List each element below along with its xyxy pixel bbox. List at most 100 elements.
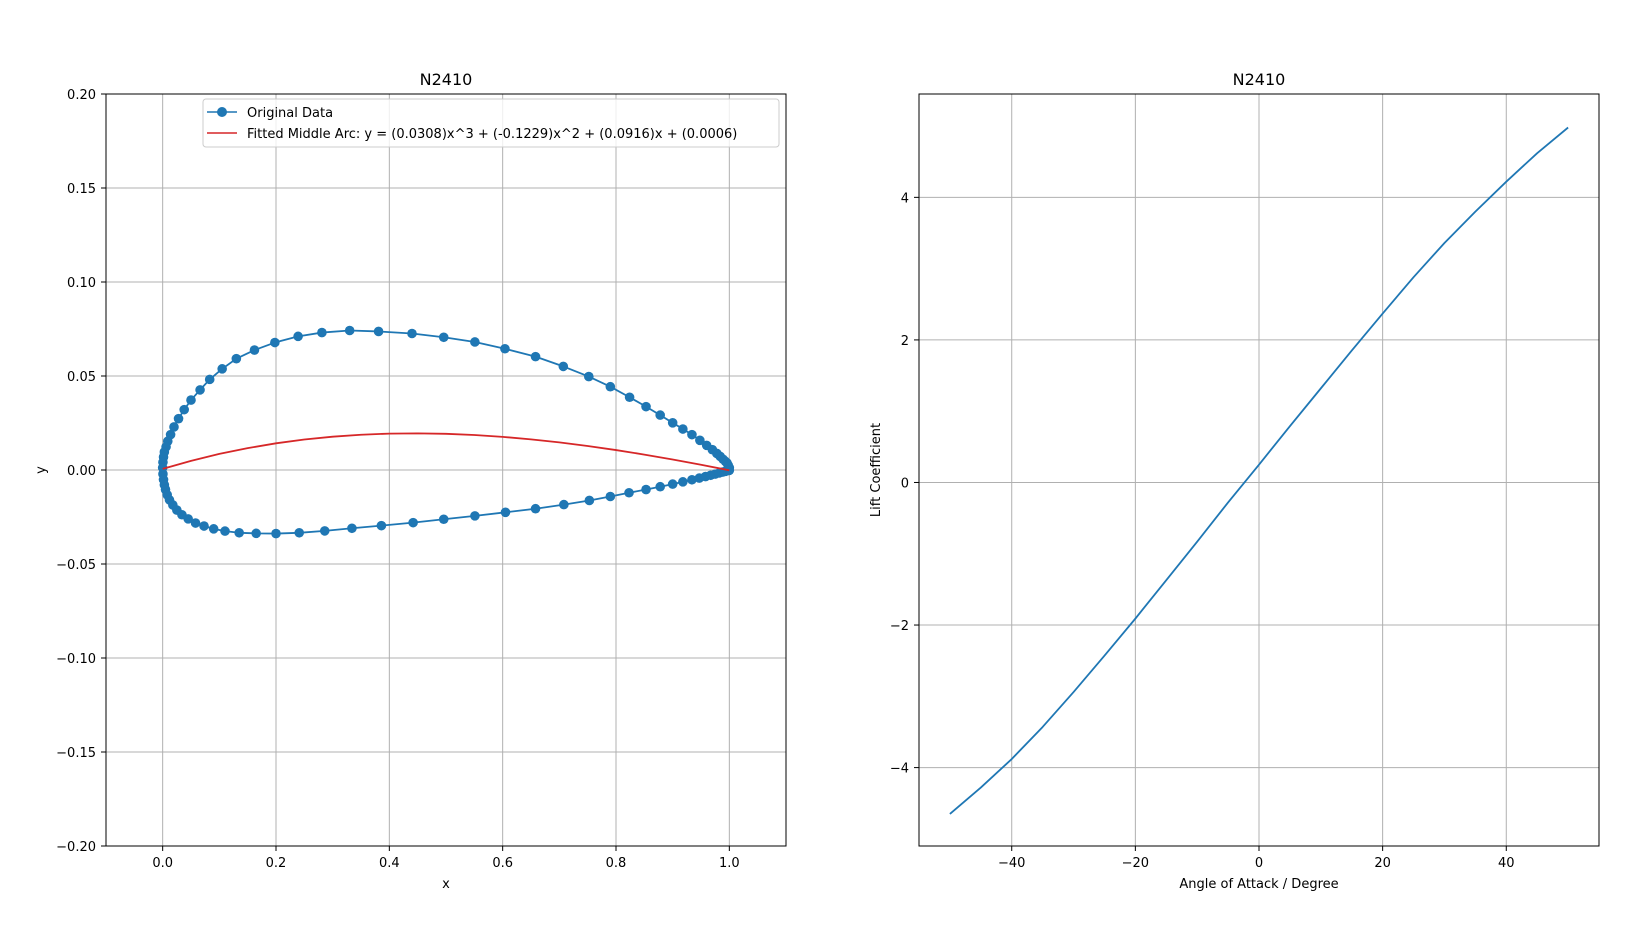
airfoil-y-tick-label: 0.10 (67, 276, 96, 291)
lift-x-tick-label: 20 (1374, 856, 1391, 871)
airfoil-data-point (199, 521, 209, 531)
airfoil-y-tick-label: 0.05 (67, 370, 96, 385)
airfoil-data-point (317, 327, 327, 338)
legend-original-data-marker (217, 107, 227, 117)
lift-y-tick-label: −4 (890, 762, 909, 777)
airfoil-data-point (500, 507, 511, 518)
airfoil-data-point (234, 527, 244, 538)
airfoil-data-point (179, 404, 189, 415)
lift-grid (919, 94, 1599, 846)
airfoil-data-point (173, 413, 184, 424)
airfoil-x-axis-label: x (442, 877, 450, 892)
airfoil-data-point (319, 526, 330, 536)
lift-y-tick-label: 4 (901, 191, 909, 206)
airfoil-data-point (293, 331, 303, 342)
lift-lift-curve-line (949, 126, 1569, 815)
airfoil-x-tick-label: 1.0 (719, 856, 740, 871)
airfoil-data-point (294, 527, 305, 538)
airfoil-data-point (408, 517, 418, 528)
airfoil-data-point (655, 481, 665, 492)
lift-x-tick-label: −40 (998, 856, 1025, 871)
airfoil-fitted-arc-line (162, 432, 730, 472)
lift-x-tick-label: −20 (1122, 856, 1149, 871)
airfoil-data-point (186, 395, 196, 405)
airfoil-data-point (271, 528, 281, 539)
airfoil-x-tick-label: 0.8 (606, 856, 627, 871)
airfoil-data-point (438, 332, 449, 343)
airfoil-y-tick-label: −0.20 (56, 840, 96, 855)
airfoil-y-axis-label: y (34, 466, 49, 474)
airfoil-x-tick-label: 0.6 (492, 856, 513, 871)
airfoil-data-point (208, 524, 219, 534)
lift-y-tick-label: 0 (901, 476, 909, 491)
airfoil-chart-title: N2410 (420, 70, 473, 89)
airfoil-data-point (641, 484, 651, 495)
lift-x-axis-label: Angle of Attack / Degree (1179, 877, 1338, 892)
airfoil-data-point (344, 325, 355, 336)
airfoil-data-point (655, 410, 665, 420)
airfoil-data-point (500, 343, 510, 354)
airfoil-data-point (183, 514, 193, 524)
airfoil-data-point (220, 526, 230, 536)
lift-series (949, 126, 1569, 815)
airfoil-data-point (347, 523, 357, 534)
airfoil-data-point (701, 440, 712, 451)
airfoil-data-point (724, 465, 735, 476)
airfoil-data-point (195, 385, 205, 395)
legend-original-data-label: Original Data (247, 106, 333, 121)
airfoil-data-point (624, 487, 634, 498)
airfoil-data-point (470, 337, 480, 347)
lift-y-tick-label: −2 (890, 619, 909, 634)
airfoil-data-point (605, 381, 616, 392)
airfoil-y-tick-label: 0.15 (67, 182, 96, 197)
legend-fitted-arc-label: Fitted Middle Arc: y = (0.0308)x^3 + (-0… (247, 127, 737, 142)
airfoil-data-point (695, 435, 705, 446)
airfoil-data-point (249, 345, 260, 355)
airfoil-ticks: 0.0 0.2 0.4 0.6 0.8 1.0 −0.20 −0.15 −0.10 −0.05 0.… (56, 88, 740, 871)
airfoil-data-point (204, 374, 215, 385)
airfoil-x-tick-label: 0.4 (379, 856, 400, 871)
airfoil-y-tick-label: −0.05 (56, 558, 96, 573)
lift-y-axis-label: Lift Coefficient (869, 423, 884, 517)
airfoil-data-point (584, 371, 594, 382)
airfoil-y-tick-label: 0.20 (67, 88, 96, 103)
airfoil-x-tick-label: 0.0 (152, 856, 173, 871)
lift-chart-title: N2410 (1233, 70, 1286, 89)
airfoil-data-point (470, 511, 480, 521)
airfoil-data-point (558, 361, 569, 372)
airfoil-x-tick-label: 0.2 (266, 856, 287, 871)
airfoil-legend: Original Data Fitted Middle Arc: y = (0.… (202, 98, 780, 148)
airfoil-series (157, 325, 735, 539)
airfoil-data-point (217, 364, 227, 374)
airfoil-data-point (624, 392, 635, 403)
airfoil-data-point (530, 351, 541, 362)
lift-x-tick-label: 40 (1498, 856, 1515, 871)
airfoil-data-point (376, 520, 387, 531)
airfoil-y-tick-label: −0.15 (56, 746, 96, 761)
airfoil-data-point (438, 514, 449, 525)
airfoil-data-point (373, 326, 384, 337)
airfoil-data-point (678, 477, 688, 487)
airfoil-data-point (641, 401, 651, 412)
lift-y-tick-label: 2 (901, 334, 909, 349)
airfoil-y-tick-label: −0.10 (56, 652, 96, 667)
airfoil-data-point (687, 429, 697, 440)
legend-box (202, 98, 780, 148)
airfoil-data-point (270, 337, 280, 348)
airfoil-data-point (530, 503, 541, 514)
airfoil-data-point (559, 499, 569, 510)
airfoil-data-point (605, 491, 616, 502)
airfoil-data-point (678, 424, 688, 434)
airfoil-plot: 0.0 0.2 0.4 0.6 0.8 1.0 −0.20 −0.15 −0.10 −0.05 0.… (34, 70, 787, 892)
lift-x-tick-label: 0 (1255, 856, 1263, 871)
airfoil-data-point (667, 479, 678, 489)
airfoil-data-point (407, 328, 417, 339)
airfoil-data-point (687, 474, 697, 485)
airfoil-data-point (231, 353, 242, 364)
airfoil-data-point (169, 422, 179, 432)
airfoil-data-point (190, 518, 201, 528)
